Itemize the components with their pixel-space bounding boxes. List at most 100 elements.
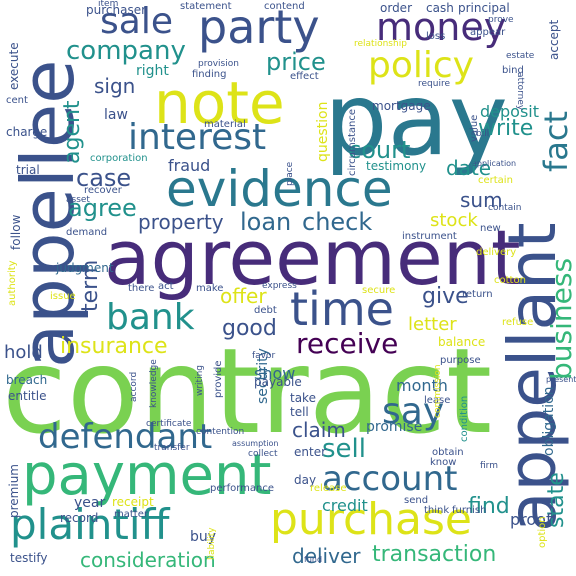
word-question: question <box>315 101 331 162</box>
word-principal: principal <box>458 1 510 15</box>
word-date: date <box>446 156 492 180</box>
word-refuse: refuse <box>502 317 534 328</box>
word-think: think <box>424 505 450 516</box>
word-demand: demand <box>66 227 108 238</box>
word-premium: premium <box>7 464 21 518</box>
word-authority: authority <box>7 260 18 306</box>
word-find: find <box>468 494 510 519</box>
word-collect: collect <box>248 449 278 459</box>
word-sell: sell <box>322 434 366 464</box>
word-attorney: attorney <box>515 72 525 111</box>
word-material: material <box>204 119 246 130</box>
word-breach: breach <box>6 373 48 387</box>
word-cent: cent <box>6 95 28 106</box>
word-deposit: deposit <box>480 102 539 121</box>
word-commission: commission <box>433 364 443 418</box>
word-day: day <box>294 473 317 487</box>
word-agreement: agreement <box>104 213 521 302</box>
word-act: act <box>158 281 174 292</box>
word-prove: prove <box>488 15 514 25</box>
word-receive: receive <box>296 327 399 360</box>
word-cotton: cotton <box>494 275 526 286</box>
word-bill: bill <box>476 129 490 139</box>
word-obligation: obligation <box>541 386 557 456</box>
word-say: say <box>382 391 445 432</box>
word-law: law <box>104 107 128 123</box>
word-condition: condition <box>459 395 470 442</box>
word-party: party <box>198 0 320 54</box>
word-purpose: purpose <box>440 355 481 366</box>
word-accept: accept <box>547 19 561 60</box>
word-entitle: entitle <box>8 389 47 403</box>
word-furnish: furnish <box>452 505 487 516</box>
word-follow: follow <box>9 214 23 250</box>
word-stock: stock <box>430 210 478 231</box>
word-loan: loan <box>240 208 292 236</box>
word-month: month <box>396 376 448 395</box>
word-business: business <box>545 257 576 380</box>
word-return: return <box>462 289 493 300</box>
word-liability: liability <box>207 527 217 560</box>
word-fact: fact <box>537 110 575 172</box>
word-defendant: defendant <box>38 417 213 457</box>
word-contend: contend <box>264 1 305 12</box>
word-good: good <box>222 316 277 341</box>
word-buy: buy <box>190 529 217 545</box>
word-know: know <box>430 457 457 468</box>
word-receipt: receipt <box>112 495 154 509</box>
word-new: new <box>480 223 501 234</box>
word-cash: cash <box>426 1 454 15</box>
word-interest: interest <box>128 117 267 158</box>
word-assumption: assumption <box>232 439 279 448</box>
word-order: order <box>380 1 412 15</box>
word-plaintiff: plaintiff <box>10 500 170 549</box>
word-effect: effect <box>290 71 319 82</box>
word-instrument: instrument <box>402 231 457 242</box>
word-loss: loss <box>426 31 446 42</box>
word-certificate: certificate <box>146 419 192 429</box>
word-case: case <box>76 164 132 192</box>
word-court: court <box>348 136 411 164</box>
word-evidence: evidence <box>166 160 393 218</box>
word-payable: payable <box>254 375 302 389</box>
word-charge: charge <box>6 125 48 139</box>
word-transaction: transaction <box>372 542 497 567</box>
word-trial: trial <box>16 163 40 177</box>
word-account: account <box>322 459 458 499</box>
word-letter: letter <box>408 314 457 335</box>
word-money: money <box>376 5 507 49</box>
word-release: release <box>310 483 347 494</box>
word-agent: agent <box>60 100 85 164</box>
word-relationship: relationship <box>354 39 407 49</box>
word-fund: fund <box>304 555 323 564</box>
word-judgment: judgment <box>56 261 114 275</box>
word-delivery: delivery <box>476 247 517 258</box>
word-matter: matter <box>114 509 148 520</box>
word-option: option <box>537 516 548 548</box>
word-provide: provide <box>213 360 224 398</box>
word-agree: agree <box>68 194 137 222</box>
word-there: there <box>128 283 155 294</box>
word-contain: contain <box>488 203 522 213</box>
word-firm: firm <box>480 461 498 471</box>
word-note: note <box>154 69 285 137</box>
word-pay: pay <box>324 61 508 178</box>
word-accord: accord <box>129 371 139 402</box>
word-deliver: deliver <box>292 544 361 568</box>
word-claim: claim <box>292 418 346 442</box>
word-application: application <box>472 159 517 168</box>
word-finding: finding <box>192 69 227 80</box>
word-credit: credit <box>322 496 368 515</box>
word-tell: tell <box>290 405 309 419</box>
word-testimony: testimony <box>366 159 427 173</box>
word-hold: hold <box>4 342 43 363</box>
word-corporation: corporation <box>90 153 148 164</box>
word-make: make <box>196 283 224 294</box>
word-company: company <box>66 36 186 66</box>
word-contention: contention <box>196 427 245 437</box>
word-sum: sum <box>460 188 503 212</box>
word-right: right <box>136 63 169 79</box>
word-require: require <box>418 79 450 89</box>
word-item: item <box>98 0 119 9</box>
